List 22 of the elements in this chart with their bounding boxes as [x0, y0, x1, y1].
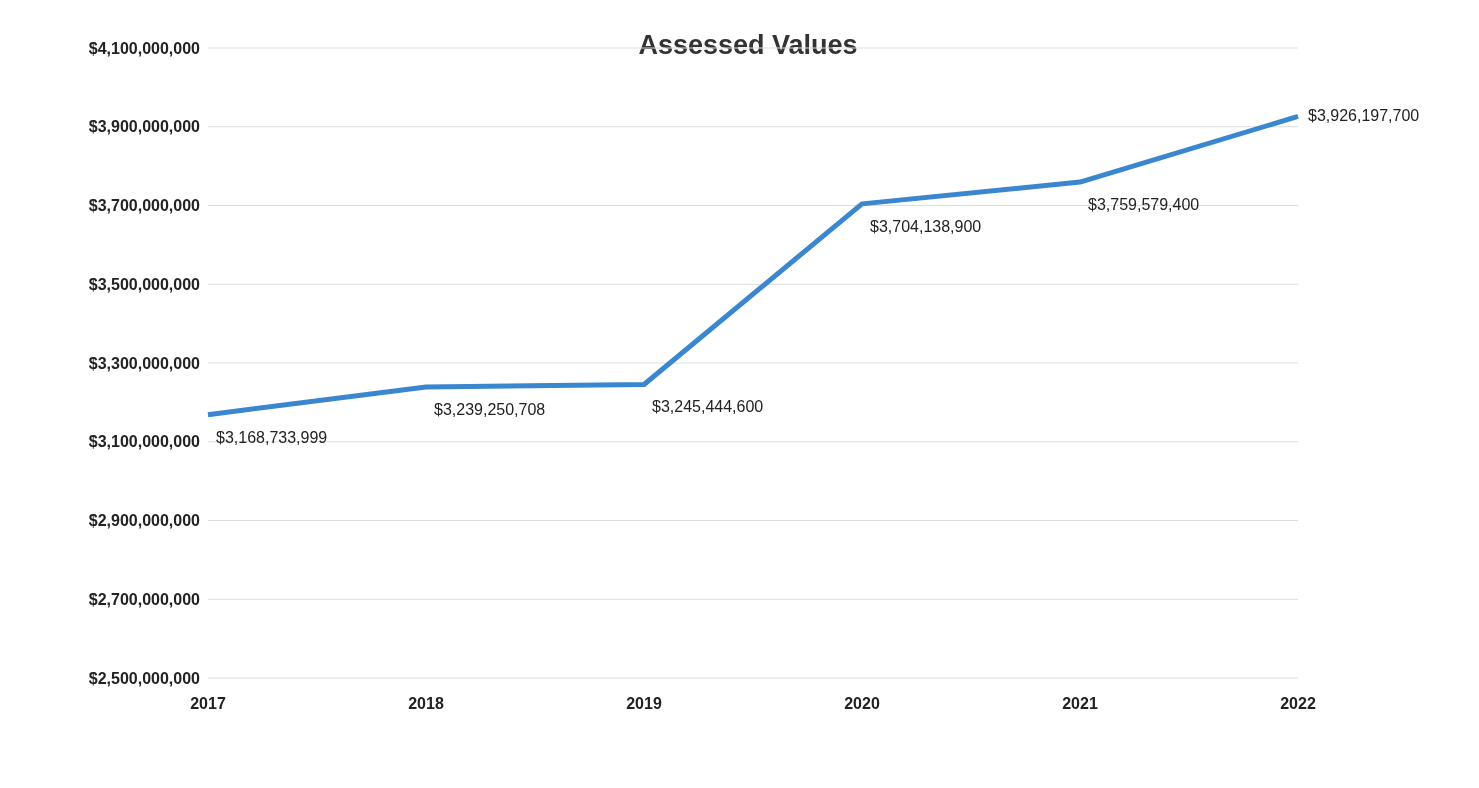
data-label: $3,759,579,400 — [1088, 196, 1200, 214]
data-label: $3,239,250,708 — [434, 400, 546, 418]
x-tick-label: 2020 — [844, 695, 880, 713]
x-tick-label: 2017 — [190, 695, 226, 713]
chart-title: Assessed Values — [638, 30, 858, 60]
data-label: $3,926,197,700 — [1308, 107, 1420, 125]
data-label: $3,168,733,999 — [216, 428, 328, 446]
x-tick-label: 2022 — [1280, 695, 1316, 713]
x-tick-label: 2018 — [408, 695, 444, 713]
y-tick-label: $2,500,000,000 — [88, 669, 201, 687]
y-tick-label: $3,300,000,000 — [88, 354, 201, 372]
y-tick-label: $2,900,000,000 — [88, 512, 201, 530]
y-tick-label: $4,100,000,000 — [88, 39, 201, 57]
x-tick-label: 2021 — [1062, 695, 1098, 713]
x-tick-label: 2019 — [626, 695, 662, 713]
y-tick-label: $3,500,000,000 — [88, 275, 201, 293]
y-tick-label: $3,900,000,000 — [88, 118, 201, 136]
data-label: $3,245,444,600 — [652, 398, 764, 416]
data-label: $3,704,138,900 — [870, 217, 982, 235]
y-tick-label: $3,100,000,000 — [88, 433, 201, 451]
y-tick-label: $3,700,000,000 — [88, 197, 201, 215]
y-tick-label: $2,700,000,000 — [88, 590, 201, 608]
